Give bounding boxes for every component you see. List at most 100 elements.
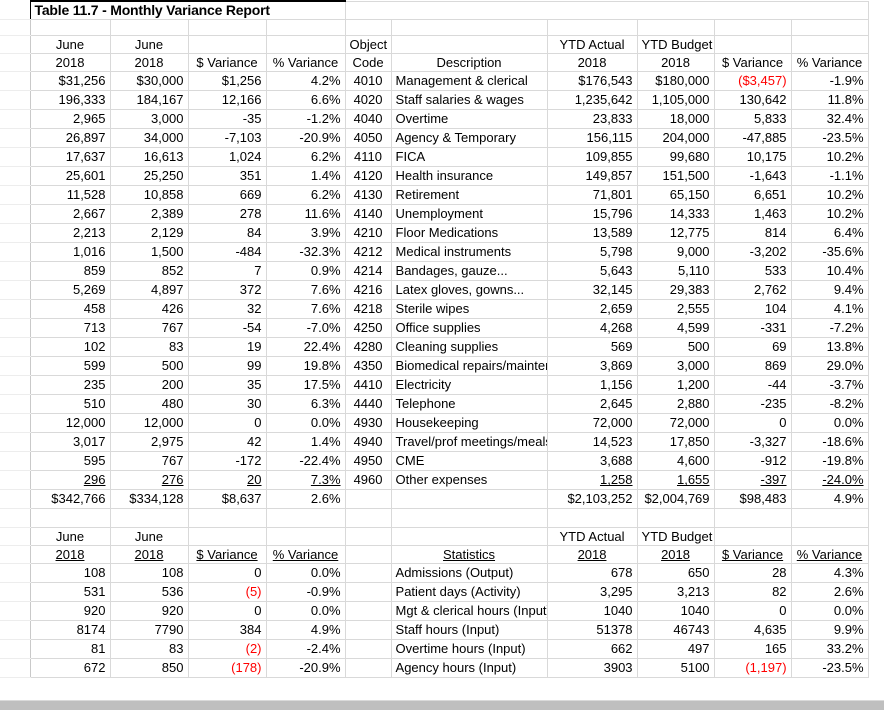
- cell-ytd-pct-variance[interactable]: 10.2%: [791, 147, 869, 167]
- cell-june-budget[interactable]: 1,500: [110, 242, 189, 262]
- header-cell[interactable]: YTD Actual: [547, 35, 638, 54]
- cell-june-actual[interactable]: 11,528: [30, 185, 111, 205]
- cell-june-budget[interactable]: 500: [110, 356, 189, 376]
- total-june-dollar-variance[interactable]: $8,637: [188, 489, 267, 509]
- cell-june-dollar-variance[interactable]: 278: [188, 204, 267, 224]
- blank-cell[interactable]: [30, 508, 111, 528]
- cell-june-dollar-variance[interactable]: 12,166: [188, 90, 267, 110]
- blank-cell[interactable]: [345, 582, 392, 602]
- cell-object-code[interactable]: 4440: [345, 394, 392, 414]
- cell-ytd-actual[interactable]: 149,857: [547, 166, 638, 186]
- cell-ytd-budget[interactable]: 3,213: [637, 582, 715, 602]
- cell-june-dollar-variance[interactable]: -172: [188, 451, 267, 471]
- cell-june-budget[interactable]: 34,000: [110, 128, 189, 148]
- cell-ytd-actual[interactable]: 109,855: [547, 147, 638, 167]
- cell-june-actual[interactable]: 81: [30, 639, 111, 659]
- cell-june-dollar-variance[interactable]: 351: [188, 166, 267, 186]
- cell-description[interactable]: Housekeeping: [391, 413, 548, 433]
- header-cell[interactable]: % Variance: [266, 545, 346, 564]
- cell-ytd-pct-variance[interactable]: 29.0%: [791, 356, 869, 376]
- cell-ytd-actual[interactable]: 71,801: [547, 185, 638, 205]
- header-cell[interactable]: YTD Actual: [547, 527, 638, 546]
- cell-ytd-budget[interactable]: 65,150: [637, 185, 715, 205]
- cell-june-actual[interactable]: 25,601: [30, 166, 111, 186]
- cell-ytd-pct-variance[interactable]: 2.6%: [791, 582, 869, 602]
- cell-june-pct-variance[interactable]: -0.9%: [266, 582, 346, 602]
- cell-ytd-budget[interactable]: 151,500: [637, 166, 715, 186]
- cell-ytd-actual[interactable]: 3,869: [547, 356, 638, 376]
- cell-june-budget[interactable]: 536: [110, 582, 189, 602]
- cell-june-budget[interactable]: 852: [110, 261, 189, 281]
- cell-ytd-pct-variance[interactable]: -23.5%: [791, 658, 869, 678]
- blank-cell[interactable]: [547, 508, 638, 528]
- cell-june-pct-variance[interactable]: 0.0%: [266, 563, 346, 583]
- cell-ytd-dollar-variance[interactable]: -912: [714, 451, 792, 471]
- cell-june-dollar-variance[interactable]: 32: [188, 299, 267, 319]
- cell-ytd-budget[interactable]: 1,200: [637, 375, 715, 395]
- cell-june-budget[interactable]: 108: [110, 563, 189, 583]
- blank-cell[interactable]: [637, 508, 715, 528]
- cell-ytd-dollar-variance[interactable]: 130,642: [714, 90, 792, 110]
- header-cell[interactable]: 2018: [547, 53, 638, 72]
- cell-june-dollar-variance[interactable]: $1,256: [188, 71, 267, 91]
- header-cell[interactable]: $ Variance: [714, 545, 792, 564]
- cell-ytd-dollar-variance[interactable]: 82: [714, 582, 792, 602]
- cell-ytd-pct-variance[interactable]: 10.2%: [791, 204, 869, 224]
- cell-ytd-dollar-variance[interactable]: -397: [714, 470, 792, 490]
- cell-ytd-actual[interactable]: 23,833: [547, 109, 638, 129]
- cell-description[interactable]: Sterile wipes: [391, 299, 548, 319]
- cell-june-pct-variance[interactable]: 11.6%: [266, 204, 346, 224]
- total-ytd-budget[interactable]: $2,004,769: [637, 489, 715, 509]
- blank-cell[interactable]: [391, 508, 548, 528]
- cell-june-pct-variance[interactable]: 1.4%: [266, 166, 346, 186]
- cell-ytd-pct-variance[interactable]: -1.1%: [791, 166, 869, 186]
- cell-ytd-dollar-variance[interactable]: -1,643: [714, 166, 792, 186]
- cell-object-code[interactable]: 4140: [345, 204, 392, 224]
- cell-description[interactable]: Cleaning supplies: [391, 337, 548, 357]
- cell-june-dollar-variance[interactable]: 384: [188, 620, 267, 640]
- cell-june-actual[interactable]: 672: [30, 658, 111, 678]
- cell-description[interactable]: Travel/prof meetings/meals: [391, 432, 548, 452]
- cell-june-budget[interactable]: 3,000: [110, 109, 189, 129]
- blank-cell[interactable]: [345, 489, 392, 509]
- cell-ytd-dollar-variance[interactable]: -47,885: [714, 128, 792, 148]
- cell-ytd-dollar-variance[interactable]: ($3,457): [714, 71, 792, 91]
- cell-ytd-dollar-variance[interactable]: 5,833: [714, 109, 792, 129]
- cell-june-dollar-variance[interactable]: 30: [188, 394, 267, 414]
- cell-ytd-actual[interactable]: 1,258: [547, 470, 638, 490]
- cell-ytd-pct-variance[interactable]: 13.8%: [791, 337, 869, 357]
- cell-description[interactable]: Medical instruments: [391, 242, 548, 262]
- cell-statistic-name[interactable]: Admissions (Output): [391, 563, 548, 583]
- cell-object-code[interactable]: 4050: [345, 128, 392, 148]
- cell-ytd-budget[interactable]: $180,000: [637, 71, 715, 91]
- header-cell[interactable]: % Variance: [791, 545, 869, 564]
- cell-june-actual[interactable]: 458: [30, 299, 111, 319]
- cell-june-budget[interactable]: 2,975: [110, 432, 189, 452]
- blank-cell[interactable]: [345, 508, 392, 528]
- cell-june-actual[interactable]: 595: [30, 451, 111, 471]
- cell-object-code[interactable]: 4040: [345, 109, 392, 129]
- cell-june-pct-variance[interactable]: -2.4%: [266, 639, 346, 659]
- cell-ytd-dollar-variance[interactable]: 869: [714, 356, 792, 376]
- cell-june-pct-variance[interactable]: 6.6%: [266, 90, 346, 110]
- blank-cell[interactable]: [547, 19, 638, 36]
- total-june-pct-variance[interactable]: 2.6%: [266, 489, 346, 509]
- cell-june-pct-variance[interactable]: 7.6%: [266, 280, 346, 300]
- header-cell[interactable]: [391, 35, 548, 54]
- header-cell[interactable]: 2018: [637, 545, 715, 564]
- cell-ytd-actual[interactable]: 4,268: [547, 318, 638, 338]
- header-cell[interactable]: [714, 527, 792, 546]
- cell-ytd-dollar-variance[interactable]: 0: [714, 413, 792, 433]
- cell-statistic-name[interactable]: Agency hours (Input): [391, 658, 548, 678]
- cell-june-actual[interactable]: 17,637: [30, 147, 111, 167]
- cell-ytd-pct-variance[interactable]: -8.2%: [791, 394, 869, 414]
- cell-ytd-budget[interactable]: 2,880: [637, 394, 715, 414]
- cell-ytd-budget[interactable]: 29,383: [637, 280, 715, 300]
- header-cell[interactable]: [345, 545, 392, 564]
- cell-ytd-actual[interactable]: 15,796: [547, 204, 638, 224]
- cell-object-code[interactable]: 4020: [345, 90, 392, 110]
- header-cell[interactable]: June: [30, 35, 111, 54]
- cell-june-pct-variance[interactable]: 17.5%: [266, 375, 346, 395]
- blank-cell[interactable]: [345, 19, 392, 36]
- cell-june-budget[interactable]: 200: [110, 375, 189, 395]
